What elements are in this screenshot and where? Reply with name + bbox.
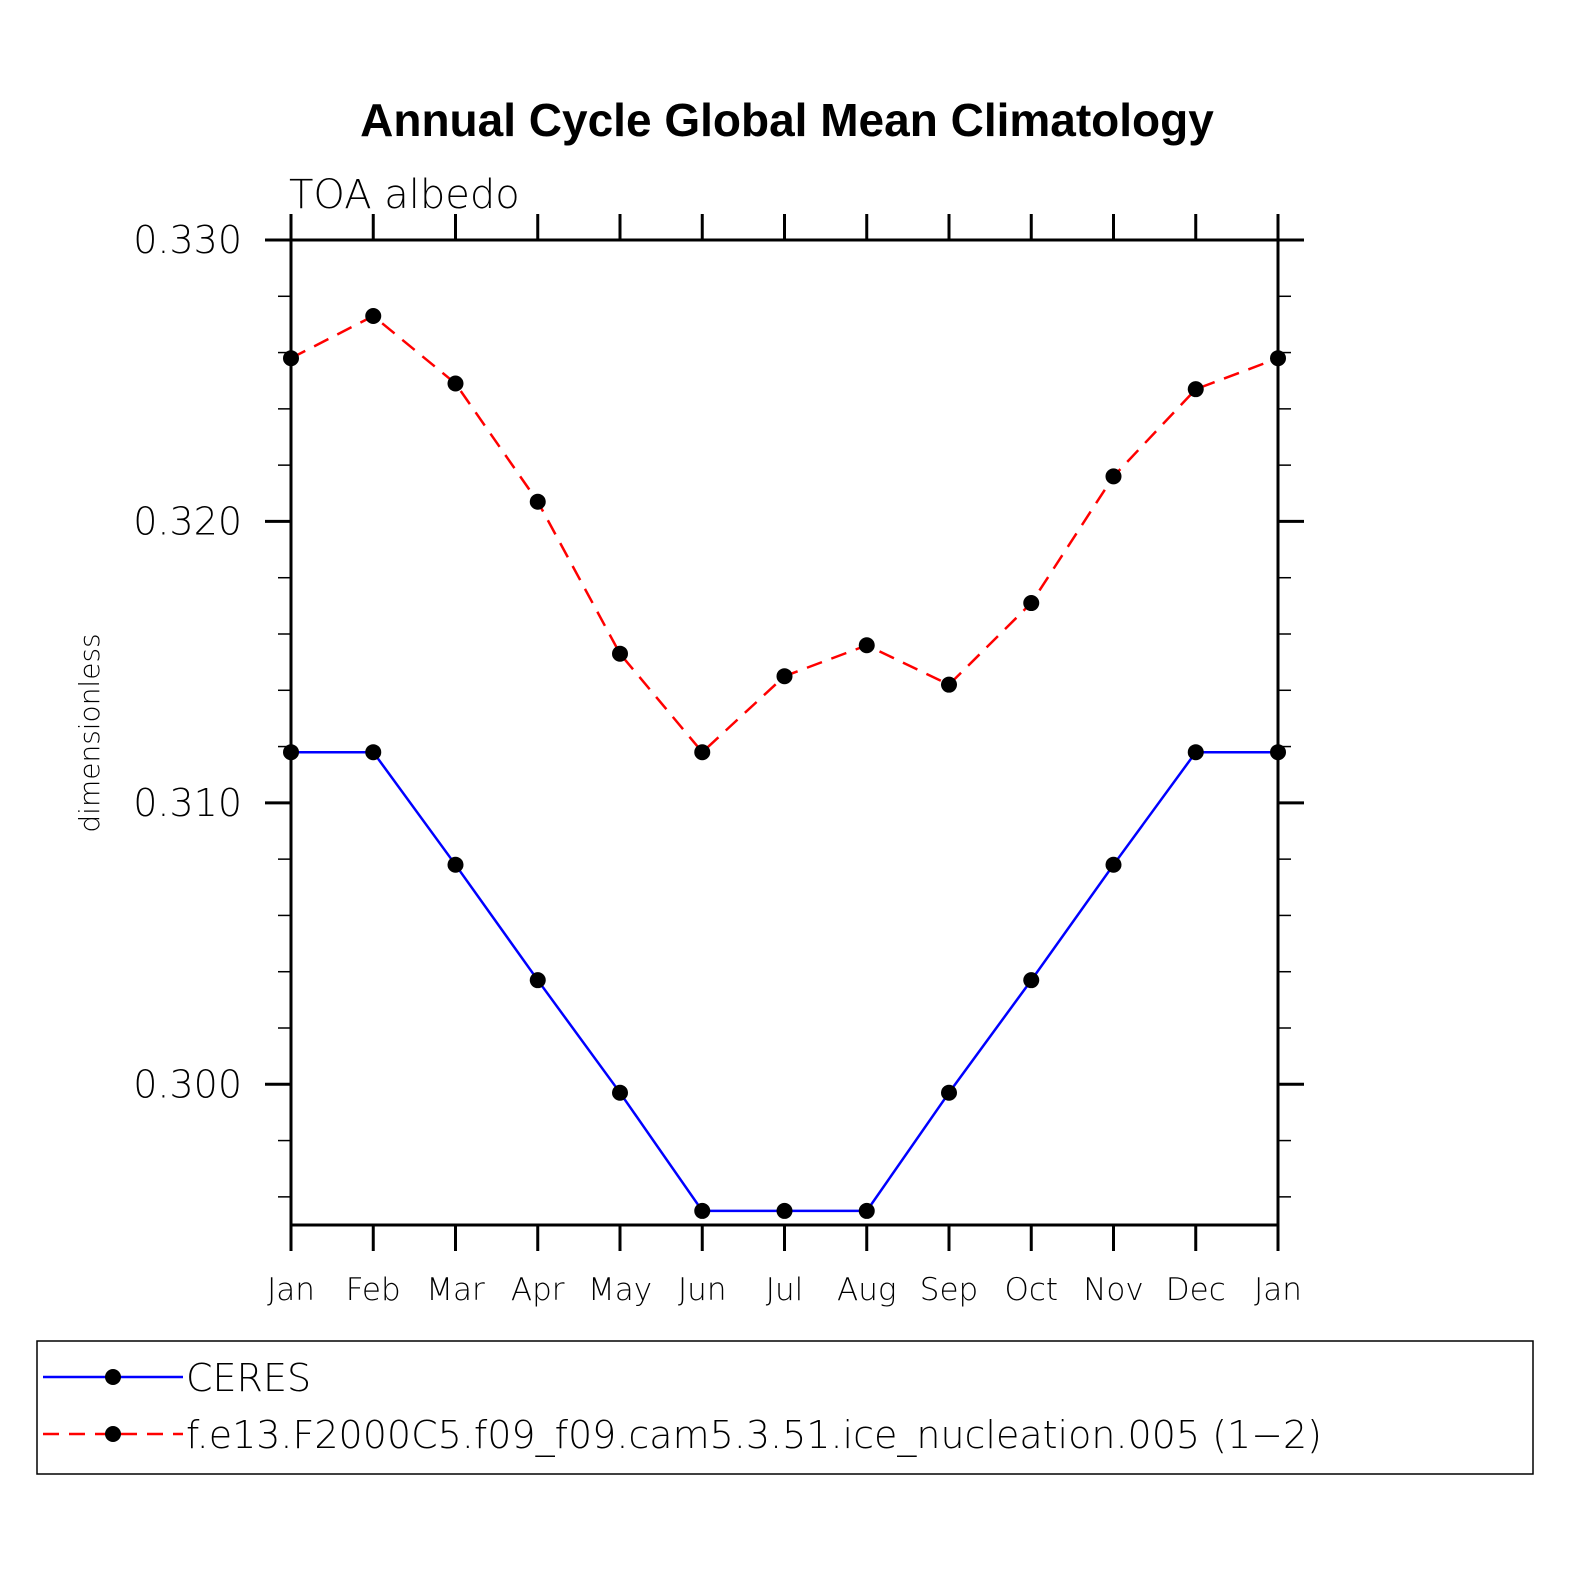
data-point: [447, 856, 464, 873]
y-tick-label: 0.300: [133, 1062, 242, 1106]
data-point: [529, 493, 546, 510]
x-tick-label: Jan: [1254, 1272, 1302, 1308]
data-point: [1187, 381, 1204, 398]
data-point: [1270, 744, 1286, 761]
data-point: [283, 350, 299, 367]
y-axis-label: dimensionless: [73, 633, 106, 832]
data-point: [858, 1202, 875, 1219]
x-tick-label: Jan: [267, 1272, 315, 1308]
x-tick-label: Oct: [1004, 1272, 1058, 1308]
x-tick-label: May: [588, 1272, 652, 1308]
axes: Jan Feb Mar Apr May Jun Jul Aug Sep Oct Nov Dec Jan 0…: [133, 214, 1304, 1308]
y-tick-label: 0.320: [133, 499, 242, 543]
data-point: [941, 676, 957, 693]
data-point: [1187, 744, 1204, 761]
x-tick-label: Jul: [766, 1272, 803, 1308]
chart-title: Annual Cycle Global Mean Climatology: [360, 94, 1214, 146]
legend-label-1: CERES: [186, 1356, 311, 1400]
y-tick-label: 0.310: [133, 781, 242, 825]
legend-box: [36, 1340, 1534, 1475]
data-point: [612, 645, 628, 662]
data-point: [941, 1084, 957, 1101]
series-line-1: [291, 750, 1278, 1213]
plot-frame: [289, 238, 1280, 1227]
data-point: [365, 307, 382, 324]
data-point: [858, 637, 875, 654]
x-tick-label: Aug: [837, 1272, 896, 1308]
chart-subtitle: TOA albedo: [289, 172, 520, 218]
data-point: [365, 744, 382, 761]
data-point: [1270, 350, 1286, 367]
data-point: [1105, 468, 1122, 485]
x-tick-label: Sep: [920, 1272, 978, 1308]
data-point: [529, 972, 546, 989]
data-point: [1023, 595, 1040, 612]
series-line-2: [290, 314, 1279, 755]
y-tick-label: 0.330: [133, 218, 242, 262]
x-tick-label: Nov: [1083, 1272, 1144, 1308]
data-point: [283, 744, 299, 761]
data-point: [694, 744, 711, 761]
data-point: [1105, 856, 1122, 873]
x-tick-label: Feb: [346, 1272, 401, 1308]
x-tick-label: Mar: [426, 1272, 485, 1308]
legend-marker-1: [105, 1369, 121, 1385]
legend-marker-2: [105, 1426, 121, 1442]
data-point: [776, 668, 793, 685]
data-point: [1023, 972, 1040, 989]
data-point: [776, 1202, 793, 1219]
series-layer: [283, 307, 1286, 1219]
data-point: [447, 375, 464, 392]
x-tick-label: Jun: [678, 1272, 726, 1308]
x-tick-label: Dec: [1166, 1272, 1226, 1308]
legend: CERES f.e13.F2000C5.f09_f09.cam5.3.51.ice…: [43, 1356, 1322, 1458]
legend-label-2: f.e13.F2000C5.f09_f09.cam5.3.51.ice_nucl…: [186, 1413, 1322, 1458]
x-tick-label: Apr: [511, 1272, 565, 1308]
data-point: [612, 1084, 628, 1101]
data-point: [694, 1202, 711, 1219]
